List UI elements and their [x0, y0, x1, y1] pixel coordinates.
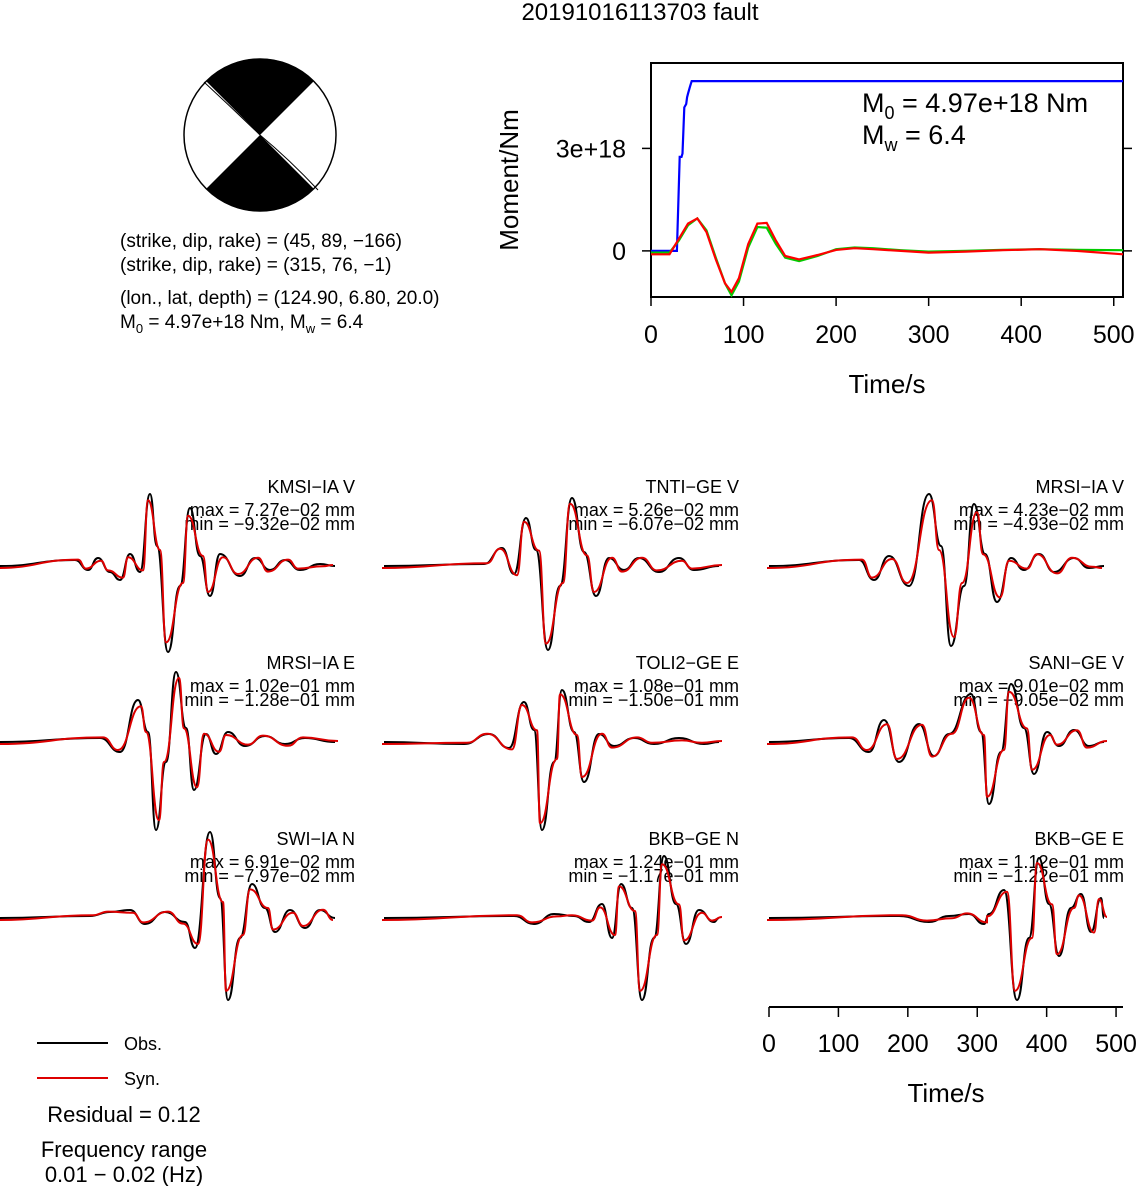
- waveform-xtick-label: 500: [1095, 1030, 1137, 1058]
- station-min: min = −7.97e−02 mm: [184, 866, 355, 886]
- synthetic-trace: [0, 838, 334, 992]
- moment-series: [651, 79, 1124, 298]
- station-max: max = 1.24e−01 mm: [574, 852, 739, 872]
- frequency-range: 0.01 − 0.02 (Hz): [45, 1162, 203, 1186]
- moment-ytick-label: 3e+18: [556, 135, 626, 163]
- station-max: max = 4.23e−02 mm: [959, 500, 1124, 520]
- station-name: MRSI−IA E: [266, 653, 355, 673]
- moment-xtick-label: 400: [1000, 321, 1042, 349]
- moment-xtick-label: 0: [644, 321, 658, 349]
- synthetic-trace: [381, 693, 723, 825]
- waveform-xtick-label: 0: [762, 1030, 776, 1058]
- station-min: min = −4.93e−02 mm: [953, 514, 1124, 534]
- moment-annotation-mw: Mw = 6.4: [862, 120, 966, 155]
- figure-title: 20191016113703 fault: [521, 0, 758, 26]
- moment-ylabel: Moment/Nm: [494, 109, 524, 251]
- waveform-xtick-label: 300: [956, 1030, 998, 1058]
- focal-line-2: (strike, dip, rake) = (315, 76, −1): [120, 255, 391, 276]
- moment-ytick-label: 0: [612, 238, 626, 266]
- station-name: SWI−IA N: [276, 829, 355, 849]
- moment-yticks: 0 3e+18: [556, 135, 1132, 266]
- synthetic-trace: [0, 499, 334, 644]
- station-name: BKB−GE N: [648, 829, 739, 849]
- station-name: SANI−GE V: [1028, 653, 1124, 673]
- legend-syn-label: Syn.: [124, 1069, 160, 1089]
- legend-obs-label: Obs.: [124, 1034, 162, 1054]
- beachball: [183, 58, 337, 212]
- moment-series-line-2: [651, 216, 1124, 294]
- moment-xtick-label: 500: [1093, 321, 1135, 349]
- station-min: min = −9.05e−02 mm: [953, 690, 1124, 710]
- observed-trace: [768, 856, 1105, 1002]
- synthetic-trace: [766, 499, 1103, 639]
- moment-annotation-m0: M0 = 4.97e+18 Nm: [862, 88, 1088, 123]
- synthetic-trace: [0, 676, 339, 822]
- waveform-xticks: 0 100 200 300 400 500: [762, 1007, 1137, 1058]
- waveform-time-axis: 0 100 200 300 400 500 Time/s: [762, 1006, 1137, 1108]
- moment-xlabel: Time/s: [848, 369, 925, 399]
- station-max: max = 1.02e−01 mm: [190, 676, 355, 696]
- station-max: max = 7.27e−02 mm: [190, 500, 355, 520]
- synthetic-trace: [766, 690, 1108, 798]
- moment-series-line-1: [651, 216, 1124, 298]
- synthetic-trace: [381, 863, 723, 992]
- station-min: min = −9.32e−02 mm: [184, 514, 355, 534]
- station-min: min = −1.28e−01 mm: [184, 690, 355, 710]
- station-name: BKB−GE E: [1034, 829, 1124, 849]
- station-name: TOLI2−GE E: [636, 653, 739, 673]
- moment-series-line-0: [651, 79, 1123, 252]
- station-min: min = −1.22e−01 mm: [953, 866, 1124, 886]
- focal-line-1: (strike, dip, rake) = (45, 89, −166): [120, 231, 402, 252]
- moment-xtick-label: 100: [723, 321, 765, 349]
- focal-line-3: (lon., lat, depth) = (124.90, 6.80, 20.0…: [120, 288, 440, 309]
- legend: Obs. Syn.: [37, 1034, 162, 1089]
- waveform-xtick-label: 400: [1026, 1030, 1068, 1058]
- station-name: TNTI−GE V: [645, 477, 739, 497]
- station-name: MRSI−IA V: [1035, 477, 1124, 497]
- moment-plot-frame: [650, 62, 1124, 298]
- station-max: max = 9.01e−02 mm: [959, 676, 1124, 696]
- station-max: max = 6.91e−02 mm: [190, 852, 355, 872]
- observed-trace: [383, 688, 720, 832]
- moment-plot: 0 100 200 300 400 500 0 3e+18 Time/s Moment/Nm…: [494, 62, 1135, 399]
- station-min: min = −1.17e−01 mm: [568, 866, 739, 886]
- moment-xtick-label: 200: [815, 321, 857, 349]
- station-max: max = 5.26e−02 mm: [574, 500, 739, 520]
- waveform-xlabel: Time/s: [907, 1078, 984, 1108]
- residual-text: Residual = 0.12: [47, 1102, 201, 1127]
- station-max: max = 1.08e−01 mm: [574, 676, 739, 696]
- station-min: min = −1.50e−01 mm: [568, 690, 739, 710]
- focal-moment-line: M0 = 4.97e+18 Nm, Mw = 6.4: [120, 312, 364, 336]
- station-min: min = −6.07e−02 mm: [568, 514, 739, 534]
- moment-xtick-label: 300: [908, 321, 950, 349]
- moment-xticks: 0 100 200 300 400 500: [644, 297, 1135, 349]
- waveform-xtick-label: 200: [887, 1030, 929, 1058]
- synthetic-trace: [766, 861, 1108, 992]
- synthetic-trace: [381, 502, 723, 645]
- waveform-xtick-label: 100: [818, 1030, 860, 1058]
- frequency-label: Frequency range: [41, 1137, 207, 1162]
- station-name: KMSI−IA V: [267, 477, 355, 497]
